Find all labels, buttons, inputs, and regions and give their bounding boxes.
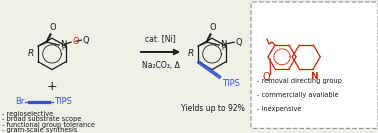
- Text: TIPS: TIPS: [222, 79, 240, 88]
- Text: - gram-scale synthesis: - gram-scale synthesis: [2, 127, 77, 133]
- Text: N: N: [60, 40, 67, 49]
- Text: Q: Q: [82, 36, 89, 45]
- Text: - functional group tolerance: - functional group tolerance: [2, 122, 95, 128]
- Text: cat. [Ni]: cat. [Ni]: [145, 34, 176, 43]
- Text: +: +: [47, 80, 57, 93]
- Text: H: H: [62, 45, 67, 51]
- Text: Q: Q: [263, 72, 270, 82]
- Text: R: R: [28, 49, 34, 58]
- Text: - inexpensive: - inexpensive: [257, 106, 302, 112]
- Text: O: O: [209, 23, 216, 32]
- Text: O: O: [50, 23, 56, 32]
- Text: N: N: [310, 72, 318, 81]
- Text: Na₂CO₃, Δ: Na₂CO₃, Δ: [142, 61, 180, 70]
- Text: - broad substrate scope: - broad substrate scope: [2, 116, 81, 122]
- Text: Q: Q: [235, 38, 242, 47]
- Text: TIPS: TIPS: [54, 97, 72, 106]
- Text: R: R: [188, 49, 194, 58]
- Text: Yields up to 92%: Yields up to 92%: [181, 104, 245, 113]
- Text: - regioselective: - regioselective: [2, 111, 53, 117]
- Text: Br: Br: [15, 97, 25, 106]
- FancyBboxPatch shape: [251, 2, 378, 128]
- Text: N: N: [220, 40, 226, 49]
- Text: - removal directing group: - removal directing group: [257, 78, 342, 84]
- Text: O: O: [72, 37, 79, 46]
- Text: - commercially available: - commercially available: [257, 92, 339, 98]
- Text: H: H: [222, 45, 227, 51]
